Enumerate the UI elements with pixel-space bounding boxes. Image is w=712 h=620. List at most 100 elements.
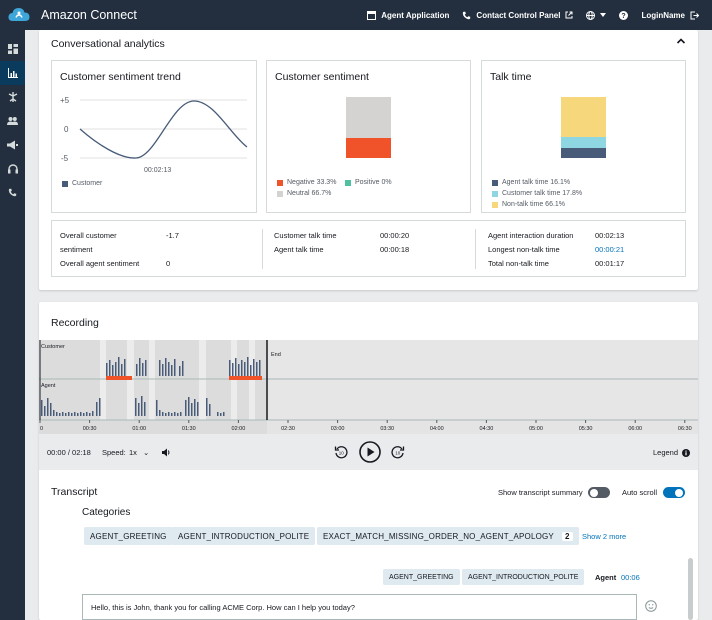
time-tick-label: 06:00 (628, 426, 642, 432)
time-tick-label: 03:30 (380, 426, 394, 432)
nav-routing[interactable] (0, 85, 25, 109)
transcript-scrollbar[interactable] (688, 558, 693, 620)
customer-talk-time-value: 00:00:20 (380, 231, 410, 240)
y-tick-bottom: -5 (61, 154, 69, 163)
show-more-link[interactable]: Show 2 more (582, 532, 627, 541)
time-tick-label: 05:30 (579, 426, 593, 432)
overall-customer-value: -1.7 (166, 231, 179, 240)
negative-legend: Negative 33.3% (277, 179, 336, 186)
playback-time: 00:00 / 02:18 (47, 448, 91, 457)
message-tag[interactable]: AGENT_INTRODUCTION_POLITE (462, 569, 585, 585)
play-icon[interactable] (359, 441, 381, 463)
volume-icon[interactable] (162, 448, 171, 457)
category-chip[interactable]: AGENT_INTRODUCTION_POLITE (172, 527, 316, 545)
gap-band (199, 340, 206, 420)
nontalk-bar (561, 97, 606, 137)
stats-divider (475, 229, 476, 269)
help-button[interactable]: ? (619, 10, 629, 20)
agent-application-link[interactable]: Agent Application (367, 10, 450, 20)
end-label: End (271, 352, 281, 358)
forward-10-icon[interactable]: 10 (391, 445, 405, 459)
categories-title: Categories (82, 507, 131, 518)
time-tick-label: 02:00 (232, 426, 246, 432)
message-tag[interactable]: AGENT_GREETING (383, 569, 460, 585)
top-bar: Amazon Connect Agent Application Contact… (0, 0, 712, 30)
time-tick-label: 04:00 (430, 426, 444, 432)
interaction-duration-value: 00:02:13 (595, 231, 625, 240)
amazon-connect-logo-icon[interactable] (6, 4, 32, 26)
waveform-svg: Customer Agent End 0 00:30 01:00 01:30 02:00… (39, 340, 698, 434)
neutral-legend: Neutral 66.7% (277, 190, 331, 197)
negative-swatch (277, 179, 283, 186)
speed-selector[interactable]: 1x ⌄ (129, 448, 149, 457)
customer-waveform (106, 357, 261, 376)
negative-marker (229, 376, 262, 380)
globe-icon (586, 10, 596, 20)
overall-agent-label: Overall agent sentiment (60, 259, 140, 268)
logout-icon (690, 11, 699, 19)
analytics-icon (7, 68, 18, 78)
y-tick-top: +5 (60, 96, 70, 105)
waveform-timeline[interactable]: Customer Agent End 0 00:30 01:00 01:30 02:00… (39, 340, 698, 434)
transcript-title: Transcript (51, 486, 98, 498)
toggle-knob (675, 488, 683, 497)
nav-campaigns[interactable] (0, 133, 25, 157)
message-timestamp[interactable]: 00:06 (621, 573, 640, 582)
time-label: 00:02:13 (144, 167, 171, 174)
customer-talk-label: Customer talk time 17.8% (502, 190, 583, 197)
talk-time-card: Talk time Agent talk time 16.1% Customer… (481, 60, 686, 213)
time-tick-label: 01:00 (132, 426, 146, 432)
playback-controls: 00:00 / 02:18 Speed: 1x ⌄ 10 10 Legend (39, 434, 698, 470)
stats-divider (262, 229, 263, 269)
agent-waveform (41, 396, 225, 416)
time-tick-label: 0 (40, 426, 43, 432)
nav-dashboard[interactable] (0, 37, 25, 61)
agent-application-label: Agent Application (381, 10, 450, 20)
show-summary-toggle[interactable] (588, 487, 610, 498)
user-menu[interactable]: LoginName (641, 11, 699, 20)
nontalk-label: Non-talk time 66.1% (502, 201, 566, 208)
overall-agent-value: 0 (166, 259, 171, 268)
nav-phone[interactable] (0, 181, 25, 205)
category-chip[interactable]: EXACT_MATCH_MISSING_ORDER_NO_AGENT_APOLO… (317, 527, 579, 545)
phone-icon (463, 11, 471, 19)
dashboard-icon (7, 44, 18, 54)
negative-marker (106, 376, 132, 380)
legend-button[interactable]: Legend (653, 448, 691, 457)
time-tick-label: 03:00 (331, 426, 345, 432)
nav-users[interactable] (0, 109, 25, 133)
contact-control-panel-link[interactable]: Contact Control Panel (462, 11, 573, 20)
neutral-swatch (277, 190, 283, 197)
external-link-icon (565, 11, 573, 19)
gap-band (149, 340, 155, 420)
longest-nontalk-link[interactable]: 00:00:21 (595, 245, 625, 254)
neutral-sentiment-icon (645, 600, 657, 612)
customer-talk-legend: Customer talk time 17.8% (492, 190, 582, 197)
conversational-analytics-panel: Conversational analytics Customer sentim… (39, 30, 698, 290)
recording-panel: Recording (39, 302, 698, 620)
auto-scroll-toggle[interactable] (663, 487, 685, 498)
nav-analytics[interactable] (0, 61, 25, 85)
overall-customer-label-2: sentiment (60, 245, 93, 254)
svg-text:10: 10 (395, 451, 401, 456)
chevron-up-icon[interactable] (676, 37, 686, 45)
auto-scroll-label: Auto scroll (622, 488, 658, 497)
card-title: Talk time (490, 71, 532, 83)
neutral-bar (346, 97, 391, 138)
count-badge: 2 (561, 531, 573, 541)
customer-talk-bar (561, 137, 606, 148)
longest-nontalk-label: Longest non-talk time (488, 245, 560, 254)
sentiment-trend-card: Customer sentiment trend +5 0 -5 00:02:1… (51, 60, 257, 213)
nontalk-swatch (492, 201, 498, 208)
rewind-10-icon[interactable]: 10 (334, 445, 348, 459)
interaction-duration-label: Agent interaction duration (488, 231, 574, 240)
megaphone-icon (7, 140, 18, 150)
customer-trend-line (79, 100, 248, 159)
category-chip[interactable]: AGENT_GREETING (84, 527, 173, 545)
language-selector[interactable] (586, 10, 607, 20)
customer-talk-swatch (492, 190, 498, 197)
sentiment-trend-chart: +5 0 -5 00:02:13 (60, 96, 248, 174)
svg-text:?: ? (622, 13, 626, 20)
nav-channels[interactable] (0, 157, 25, 181)
time-tick-label: 05:00 (529, 426, 543, 432)
